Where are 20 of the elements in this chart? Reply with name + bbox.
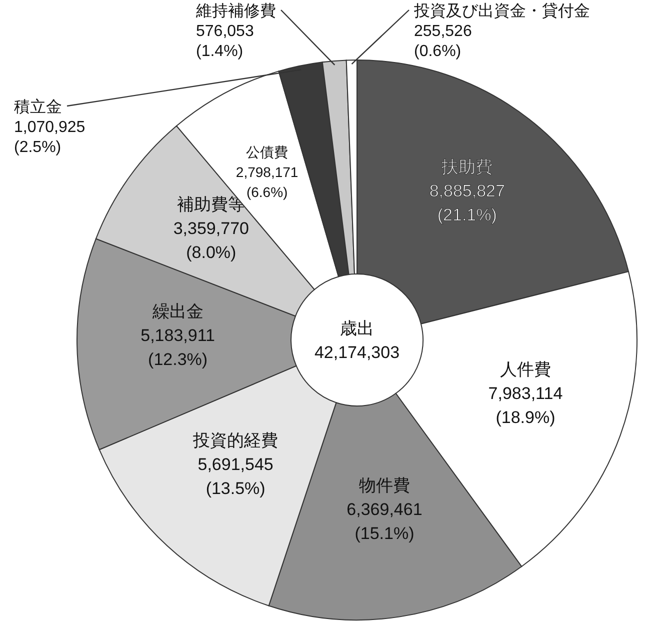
data-label: 5,183,911 (12.3%): [140, 326, 216, 369]
data-label: 1,070,925 (2.5%): [14, 119, 86, 156]
slice-label: 物件費: [358, 476, 410, 496]
data-label: 3,359,770 (8.0%): [173, 218, 249, 262]
data-label: 6,369,461 (15.1%): [346, 500, 422, 544]
slice-label: 投資及び出資金・貸付金: [413, 2, 590, 20]
slice-label: 維持補修費: [195, 2, 276, 20]
data-label: 8,885,827 (21.1%): [429, 182, 505, 225]
text: 歳出: [340, 319, 374, 338]
data-label: 7,983,114 (18.9%): [488, 384, 563, 428]
slice-label: 投資的経費: [192, 430, 278, 450]
slice-label: 公債費: [246, 144, 288, 160]
data-label: 255,526 (0.6%): [414, 23, 472, 60]
slice-label: 積立金: [14, 98, 62, 116]
slice-label: 繰出金: [151, 302, 204, 321]
slice-label: 人件費: [500, 360, 551, 380]
slice-label: 扶助費: [440, 158, 493, 177]
data-label: 5,691,545 (13.5%): [198, 454, 274, 498]
data-label: 576,053 (1.4%): [196, 23, 254, 60]
text: 42,174,303: [314, 343, 400, 362]
